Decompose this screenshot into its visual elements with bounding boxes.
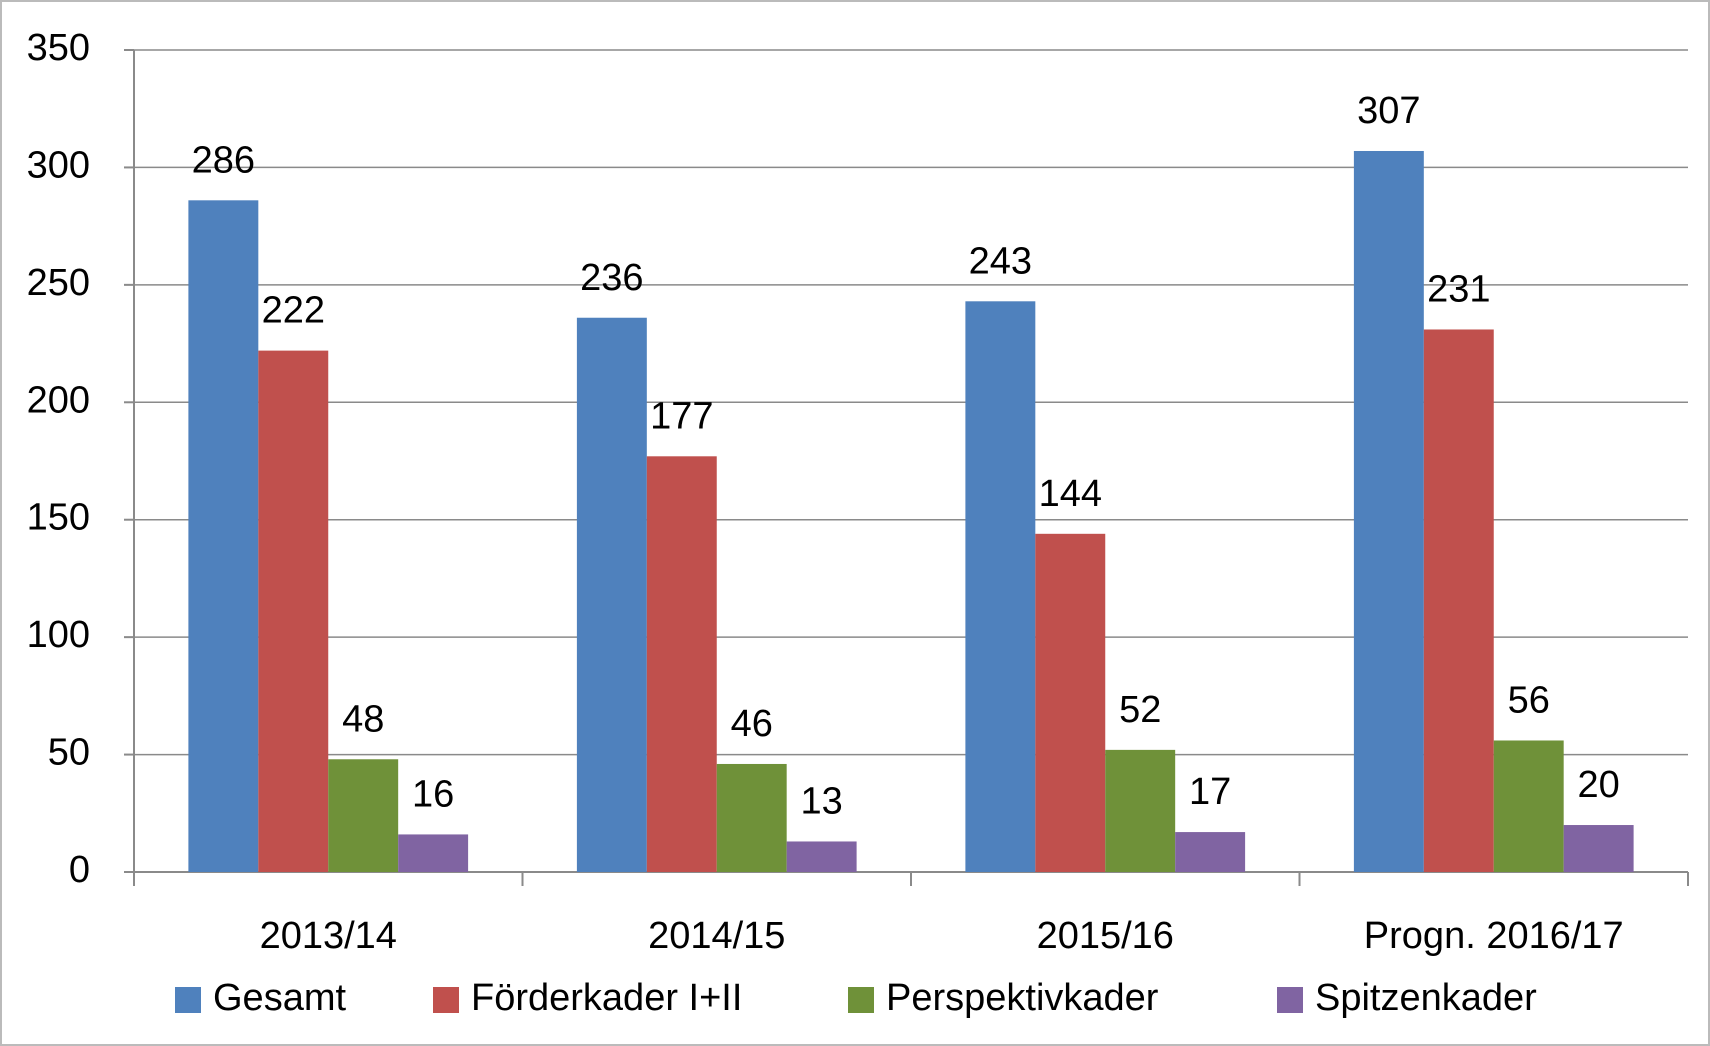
bar <box>786 841 857 872</box>
bar <box>1353 150 1424 872</box>
bar <box>188 200 259 872</box>
y-tick-label: 100 <box>27 614 90 656</box>
data-label: 48 <box>342 698 384 740</box>
data-label: 13 <box>801 780 843 822</box>
data-label: 17 <box>1189 771 1231 813</box>
data-label: 56 <box>1508 680 1550 722</box>
bar <box>258 350 329 872</box>
data-label: 20 <box>1578 764 1620 806</box>
legend-label: Spitzenkader <box>1315 977 1537 1019</box>
bar <box>1423 329 1494 873</box>
data-label: 46 <box>731 703 773 745</box>
y-tick-label: 350 <box>27 27 90 69</box>
y-tick-label: 0 <box>69 849 90 891</box>
bar <box>1035 533 1106 872</box>
x-tick-label: 2015/16 <box>1037 915 1174 957</box>
bar <box>965 301 1036 873</box>
legend-label: Förderkader I+II <box>471 977 742 1019</box>
y-tick-label: 150 <box>27 497 90 539</box>
bar <box>716 763 787 872</box>
legend-swatch <box>175 987 201 1013</box>
data-label: 144 <box>1039 473 1102 515</box>
legend-swatch <box>1277 987 1303 1013</box>
y-tick-label: 250 <box>27 262 90 304</box>
data-label: 307 <box>1357 90 1420 132</box>
bar <box>646 456 717 872</box>
data-label: 222 <box>262 290 325 332</box>
data-label: 177 <box>650 395 713 437</box>
y-tick-label: 200 <box>27 379 90 421</box>
x-tick-label: 2014/15 <box>648 915 785 957</box>
legend-swatch <box>433 987 459 1013</box>
y-tick-label: 50 <box>48 732 90 774</box>
bar <box>1493 740 1564 872</box>
data-label: 231 <box>1427 269 1490 311</box>
data-label: 52 <box>1119 689 1161 731</box>
bar <box>1175 832 1246 872</box>
y-tick-label: 300 <box>27 144 90 186</box>
data-label: 16 <box>412 773 454 815</box>
bar <box>328 759 399 872</box>
legend-swatch <box>848 987 874 1013</box>
data-label: 236 <box>580 257 643 299</box>
data-label: 243 <box>969 240 1032 282</box>
legend-label: Perspektivkader <box>886 977 1159 1019</box>
data-label: 286 <box>192 139 255 181</box>
bar <box>1563 825 1634 872</box>
x-tick-label: Progn. 2016/17 <box>1364 915 1624 957</box>
bar <box>576 317 647 872</box>
legend-label: Gesamt <box>213 977 346 1019</box>
bar <box>1105 749 1176 872</box>
bar <box>398 834 469 872</box>
x-tick-label: 2013/14 <box>260 915 397 957</box>
